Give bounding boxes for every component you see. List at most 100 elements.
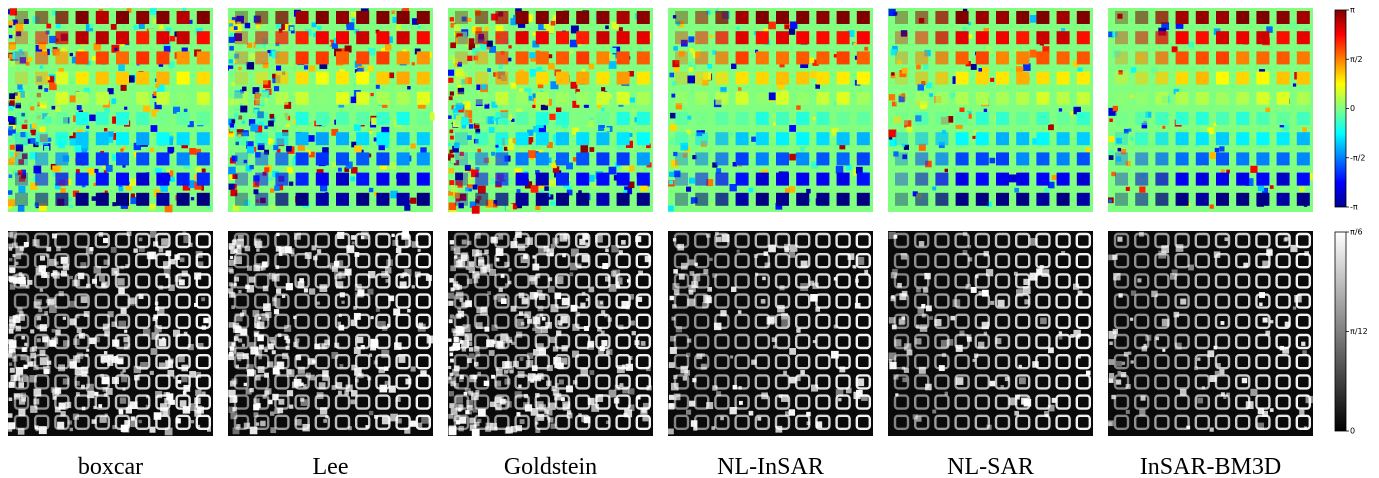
phase-square — [935, 152, 948, 165]
coherence-noise — [70, 428, 73, 431]
phase-square — [495, 132, 508, 145]
phase-square — [576, 132, 589, 145]
phase-square — [776, 152, 789, 165]
phase-noise — [891, 72, 894, 75]
phase-square — [116, 31, 129, 44]
phase-noise — [352, 18, 355, 21]
phase-noise — [551, 200, 556, 205]
coherence-noise — [1126, 410, 1130, 414]
phase-noise — [77, 105, 82, 110]
coherence-noise — [520, 357, 524, 361]
phase-noise — [516, 189, 520, 193]
phase-square — [475, 132, 488, 145]
coherence-noise — [762, 277, 766, 281]
coherence-noise — [1019, 377, 1026, 384]
phase-noise — [15, 23, 23, 31]
phase-square — [1077, 11, 1090, 24]
coherence-noise — [99, 404, 103, 408]
phase-square — [76, 72, 89, 85]
phase-square — [596, 112, 609, 125]
phase-square — [197, 132, 210, 145]
coherence-noise — [601, 340, 607, 346]
phase-square — [796, 112, 809, 125]
phase-noise — [1270, 185, 1274, 189]
phase-square — [617, 112, 630, 125]
phase-square — [637, 173, 650, 186]
phase-noise — [589, 147, 594, 152]
phase-noise — [800, 147, 805, 152]
phase-noise — [376, 85, 380, 89]
phase-noise — [274, 185, 279, 190]
phase-square — [837, 112, 850, 125]
coherence-noise — [737, 250, 740, 253]
phase-noise — [17, 84, 22, 89]
coherence-noise — [191, 420, 194, 423]
phase-square — [177, 72, 190, 85]
phase-square — [1036, 72, 1049, 85]
phase-noise — [229, 184, 235, 190]
phase-square — [837, 193, 850, 206]
phase-square — [736, 11, 749, 24]
phase-noise — [783, 148, 787, 152]
phase-square — [1297, 31, 1310, 44]
phase-noise — [1070, 111, 1074, 115]
coherence-noise — [40, 288, 43, 291]
phase-square — [996, 92, 1009, 105]
phase-square — [1135, 152, 1148, 165]
phase-square — [715, 72, 728, 85]
phase-square — [996, 173, 1009, 186]
phase-square — [695, 31, 708, 44]
phase-noise — [40, 65, 43, 68]
phase-square — [1057, 92, 1070, 105]
phase-square — [296, 193, 309, 206]
phase-square — [316, 72, 329, 85]
phase-noise — [609, 61, 617, 69]
phase-noise — [1014, 188, 1019, 193]
coherence-image — [448, 231, 653, 437]
phase-noise — [44, 88, 48, 92]
phase-noise — [670, 124, 677, 131]
phase-square — [96, 132, 109, 145]
coherence-noise — [238, 290, 241, 293]
phase-square — [275, 11, 288, 24]
phase-noise — [55, 106, 60, 111]
phase-square — [76, 112, 89, 125]
phase-square — [1216, 173, 1229, 186]
phase-square — [796, 11, 809, 24]
phase-noise — [738, 87, 741, 90]
page: boxcarLeeGoldsteinNL-InSARNL-SARInSAR-BM… — [0, 0, 1379, 478]
coherence-noise — [1263, 317, 1268, 322]
phase-noise — [556, 107, 561, 112]
coherence-noise — [932, 409, 936, 413]
phase-square — [617, 72, 630, 85]
coherence-noise — [278, 399, 284, 405]
phase-noise — [1086, 148, 1091, 153]
phase-square — [35, 173, 48, 186]
phase-noise — [1290, 22, 1297, 29]
coherence-noise — [731, 287, 736, 292]
coherence-noise — [230, 256, 233, 259]
phase-noise — [529, 52, 535, 58]
phase-square — [376, 173, 389, 186]
phase-square — [1256, 112, 1269, 125]
phase-noise — [56, 24, 61, 29]
phase-noise — [448, 143, 451, 146]
coherence-noise — [497, 396, 504, 403]
phase-square — [776, 51, 789, 64]
phase-square — [455, 51, 468, 64]
coherence-noise — [290, 250, 294, 254]
phase-square — [296, 152, 309, 165]
coherence-noise — [37, 316, 41, 320]
phase-noise — [1188, 42, 1194, 48]
coherence-noise — [1197, 358, 1200, 361]
phase-noise — [124, 107, 127, 110]
coherence-noise — [739, 401, 743, 405]
coherence-noise — [10, 368, 15, 373]
coherence-noise — [589, 370, 594, 375]
panel-caption: boxcar — [78, 454, 143, 478]
phase-noise — [317, 26, 321, 30]
phase-square — [177, 51, 190, 64]
phase-noise — [490, 179, 495, 184]
phase-square — [336, 152, 349, 165]
coherence-noise — [709, 258, 712, 261]
